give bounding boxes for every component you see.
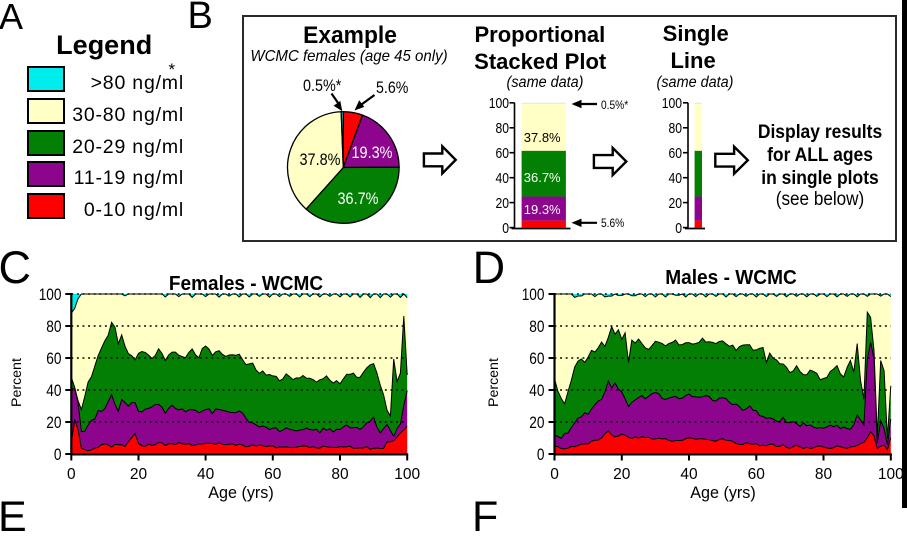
svg-text:100: 100	[878, 466, 904, 483]
svg-text:40: 40	[669, 170, 683, 187]
svg-text:0: 0	[54, 446, 62, 464]
svg-text:20: 20	[613, 466, 631, 483]
svg-text:60: 60	[496, 145, 510, 162]
svg-text:20: 20	[46, 414, 61, 432]
svg-text:60: 60	[46, 350, 61, 368]
svg-text:80: 80	[815, 466, 833, 483]
svg-text:20: 20	[496, 195, 510, 212]
svg-text:80: 80	[331, 466, 349, 483]
svg-text:60: 60	[529, 350, 544, 368]
svg-text:20: 20	[669, 195, 683, 212]
svg-text:60: 60	[748, 466, 766, 483]
svg-text:40: 40	[680, 466, 698, 483]
svg-text:80: 80	[496, 120, 510, 137]
svg-text:40: 40	[529, 382, 544, 400]
svg-text:0: 0	[67, 466, 76, 483]
svg-text:100: 100	[39, 286, 62, 304]
svg-text:0: 0	[675, 220, 682, 237]
svg-text:40: 40	[46, 382, 61, 400]
svg-text:0: 0	[550, 466, 559, 483]
svg-text:20: 20	[130, 466, 148, 483]
svg-text:40: 40	[197, 466, 215, 483]
svg-text:60: 60	[669, 145, 683, 162]
svg-text:0: 0	[502, 220, 509, 237]
svg-text:80: 80	[46, 318, 61, 336]
svg-text:100: 100	[394, 466, 420, 483]
svg-text:80: 80	[669, 120, 683, 137]
svg-text:40: 40	[496, 170, 510, 187]
svg-text:20: 20	[529, 414, 544, 432]
svg-text:100: 100	[489, 95, 509, 112]
svg-text:60: 60	[264, 466, 282, 483]
svg-text:0: 0	[537, 446, 545, 464]
svg-text:100: 100	[522, 286, 545, 304]
svg-text:80: 80	[529, 318, 544, 336]
svg-text:100: 100	[662, 95, 682, 112]
